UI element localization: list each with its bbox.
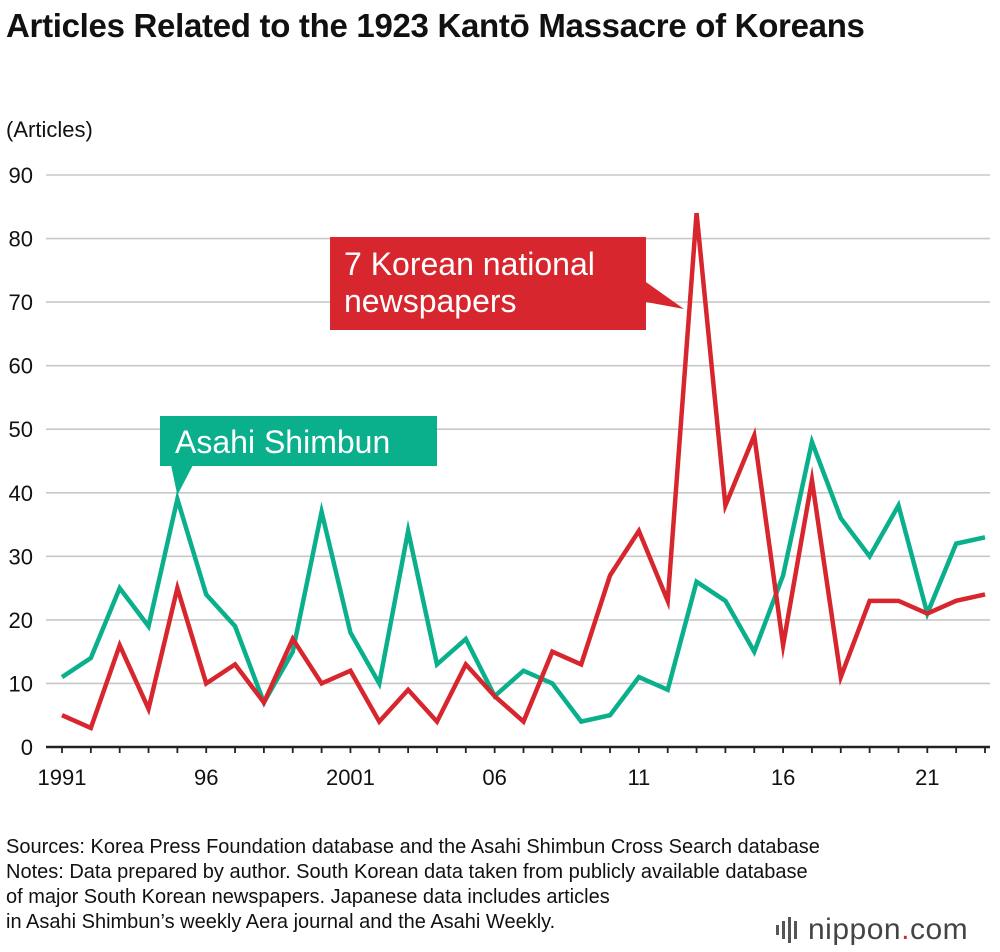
line-chart: 0 10 20 30 40 50 60 70 80 90 1991 96 2001 06 11 16 21 A… (9, 163, 990, 790)
callout-korean-newspapers: 7 Korean national newspapers (330, 237, 684, 330)
series-line-1 (61, 212, 986, 731)
callout-asahi-shimbun: Asahi Shimbun (160, 416, 437, 496)
callout-box (160, 416, 437, 466)
x-tick-label: 06 (482, 765, 506, 790)
y-tick-label: 40 (9, 481, 33, 506)
callout-pointer (636, 275, 684, 309)
callout-pointer (171, 465, 193, 496)
y-tick-label: 20 (9, 608, 33, 633)
chart-title: Articles Related to the 1923 Kantō Massa… (6, 7, 865, 44)
callout-label: 7 Korean national newspapers (344, 246, 595, 319)
x-tick-label: 2001 (326, 765, 375, 790)
y-tick-label: 0 (21, 735, 33, 760)
callouts: Asahi Shimbun 7 Korean national newspapers (160, 237, 684, 496)
notes-line-1: Sources: Korea Press Foundation database… (6, 836, 820, 858)
source-notes: Sources: Korea Press Foundation database… (6, 835, 820, 935)
series-lines (60, 212, 986, 731)
logo-wordmark: nippon.com (808, 913, 969, 946)
notes-line-2: Notes: Data prepared by author. South Ko… (6, 861, 808, 883)
x-axis: 1991 96 2001 06 11 16 21 (38, 745, 990, 790)
x-tick-label: 96 (194, 765, 218, 790)
x-tick-label: 16 (771, 765, 795, 790)
y-tick-label: 60 (9, 354, 33, 379)
y-tick-label: 80 (9, 227, 33, 252)
y-tick-label: 70 (9, 290, 33, 315)
y-axis-unit-label: (Articles) (6, 117, 93, 142)
y-tick-label: 10 (9, 671, 33, 696)
y-axis-ticks: 0 10 20 30 40 50 60 70 80 90 (9, 163, 33, 760)
y-tick-label: 90 (9, 163, 33, 188)
notes-line-4: in Asahi Shimbun’s weekly Aera journal a… (6, 911, 556, 933)
notes-line-3: of major South Korean newspapers. Japane… (6, 886, 610, 908)
series-line-0 (60, 434, 986, 725)
x-tick-label: 1991 (38, 765, 87, 790)
y-tick-label: 50 (9, 417, 33, 442)
y-tick-label: 30 (9, 544, 33, 569)
nippon-com-logo: nippon.com (776, 912, 968, 948)
logo-bars-icon (776, 917, 800, 943)
callout-box (330, 237, 646, 330)
x-tick-label: 11 (627, 765, 650, 790)
x-tick-label: 21 (915, 765, 939, 790)
callout-label: Asahi Shimbun (175, 424, 390, 460)
